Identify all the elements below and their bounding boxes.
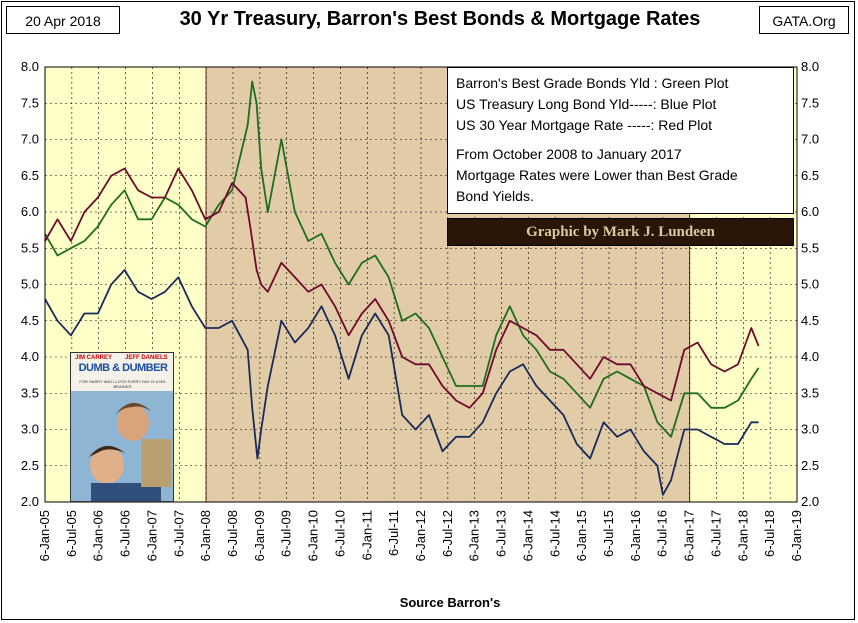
x-tick-label: 6-Jan-12 [413,510,428,561]
y-tick-label-right: 8.0 [801,59,819,74]
x-tick-label: 6-Jul-18 [762,510,777,557]
x-tick-label: 6-Jan-09 [252,510,267,561]
x-tick-label: 6-Jul-14 [547,510,562,557]
y-tick-label-left: 2.0 [21,494,39,509]
x-tick-label: 6-Jul-16 [655,510,670,557]
annotation-box: Barron's Best Grade Bonds Yld : Green Pl… [447,67,794,214]
note-comment-1: From October 2008 to January 2017 [456,146,682,162]
y-tick-label-left: 4.0 [21,349,39,364]
note-blue-plot: US Treasury Long Bond Yld-----: Blue Plo… [456,96,717,112]
poster-tagline: FOR HARRY AND LLOYD EVERY DAY IS A NO-BR… [79,379,167,389]
x-tick-label: 6-Jan-17 [682,510,697,561]
x-tick-label: 6-Jan-11 [359,510,374,560]
x-tick-label: 6-Jan-16 [628,510,643,561]
y-tick-label-right: 7.0 [801,132,819,147]
x-tick-label: 6-Jan-07 [144,510,159,561]
date-label: 20 Apr 2018 [6,6,120,34]
series-lines [44,80,760,496]
y-tick-label-right: 4.0 [801,349,819,364]
x-tick-label: 6-Jan-10 [306,510,321,561]
y-tick-label-left: 3.0 [21,422,39,437]
x-tick-label: 6-Jul-09 [279,510,294,557]
poster-title: DUMB & DUMBER [78,362,168,374]
x-tick-label: 6-Jul-11 [386,510,401,556]
y-tick-label-right: 5.5 [801,240,819,255]
y-tick-label-left: 6.5 [21,168,39,183]
x-tick-label: 6-Jul-12 [440,510,455,557]
x-tick-label: 6-Jul-06 [118,510,133,557]
y-tick-label-right: 2.5 [801,458,819,473]
x-tick-label: 6-Jul-13 [494,510,509,557]
y-tick-label-left: 5.0 [21,277,39,292]
x-tick-label: 6-Jul-07 [171,510,186,557]
x-tick-label: 6-Jan-06 [91,510,106,561]
x-tick-label: 6-Jan-15 [574,510,589,561]
y-tick-label-right: 3.0 [801,422,819,437]
x-axis: 6-Jan-05 6-Jul-05 6-Jan-06 6-Jul-06 6-Jan-07… [37,510,804,561]
site-label: GATA.Org [759,6,849,34]
x-tick-label: 6-Jul-17 [708,510,723,557]
x-tick-label: 6-Jan-14 [520,510,535,561]
y-tick-label-right: 3.5 [801,385,819,400]
y-tick-label-left: 3.5 [21,385,39,400]
plot-area-border [44,66,798,503]
movie-poster-image: JIM CARREY JEFF DANIELS DUMB & DUMBER FO… [70,352,174,502]
y-tick-label-left: 8.0 [21,59,39,74]
y-tick-label-left: 5.5 [21,240,39,255]
chart-title: 30 Yr Treasury, Barron's Best Bonds & Mo… [179,8,701,30]
y-tick-label-right: 4.5 [801,313,819,328]
note-green-plot: Barron's Best Grade Bonds Yld : Green Pl… [456,75,729,91]
x-axis-title: Source Barron's [399,595,501,610]
series-line-1 [44,80,760,438]
x-tick-label: 6-Jan-19 [789,510,804,561]
poster-header [71,353,173,391]
x-tick-label: 6-Jan-13 [467,510,482,561]
y-tick-label-right: 6.5 [801,168,819,183]
x-tick-label: 6-Jan-18 [735,510,750,561]
poster-figures [71,391,173,501]
x-tick-label: 6-Jul-15 [601,510,616,557]
x-tick-label: 6-Jul-10 [332,510,347,557]
note-comment-2: Mortgage Rates were Lower than Best Grad… [456,167,738,183]
y-tick-label-left: 6.0 [21,204,39,219]
y-tick-label-right: 2.0 [801,494,819,509]
y-tick-label-left: 7.5 [21,95,39,110]
series-line-3 [44,167,760,409]
y-axis-right: 2.0 2.5 3.0 3.5 4.0 4.5 5.0 5.5 6.0 6.5 7.0 7.5 8.0 [801,59,819,509]
credit-banner: Graphic by Mark J. Lundeen [447,218,794,246]
y-tick-label-right: 7.5 [801,95,819,110]
x-tick-label: 6-Jul-08 [225,510,240,557]
y-tick-label-left: 2.5 [21,458,39,473]
y-tick-label-left: 4.5 [21,313,39,328]
x-tick-label: 6-Jul-05 [64,510,79,557]
poster-actor-2: JEFF DANIELS [125,355,168,361]
series-line-2 [44,269,759,496]
y-axis-left: 2.0 2.5 3.0 3.5 4.0 4.5 5.0 5.5 6.0 6.5 7.0 7.5 8.0 [21,59,39,509]
poster-actor-1: JIM CARREY [75,355,113,361]
note-comment-3: Bond Yields. [456,188,534,204]
y-tick-label-left: 7.0 [21,132,39,147]
y-tick-label-right: 5.0 [801,277,819,292]
note-red-plot: US 30 Year Mortgage Rate -----: Red Plot [456,117,713,133]
y-tick-label-right: 6.0 [801,204,819,219]
x-tick-label: 6-Jan-08 [198,510,213,561]
x-tick-label: 6-Jan-05 [37,510,52,561]
